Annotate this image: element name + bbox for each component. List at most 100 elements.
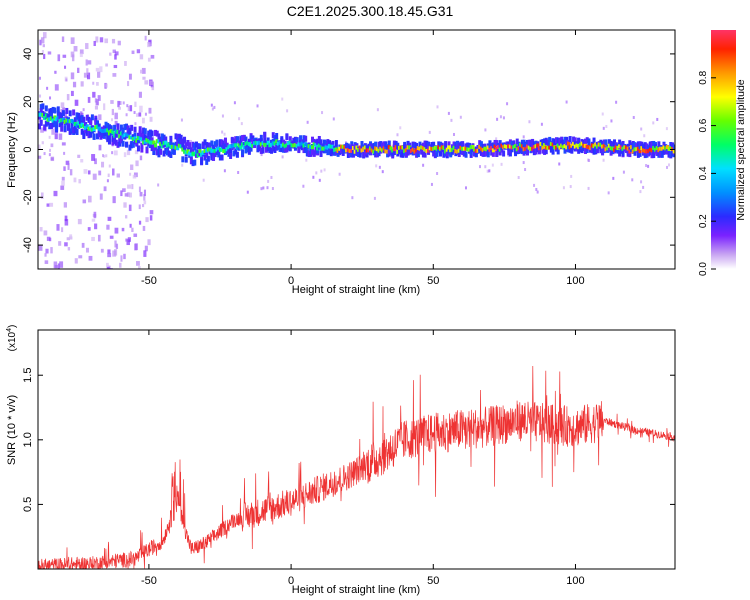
heatmap-core-cell	[259, 142, 263, 147]
heatmap-noise-cell	[96, 99, 99, 106]
heatmap-core-cell	[445, 147, 449, 152]
heatmap-noise-cell	[237, 170, 240, 174]
heatmap-cell	[198, 143, 202, 150]
heatmap-cell	[578, 146, 582, 153]
heatmap-noise-cell	[65, 160, 70, 165]
heatmap-cell	[125, 123, 129, 130]
heatmap-noise-cell	[522, 161, 525, 165]
heatmap-cell	[307, 150, 311, 157]
heatmap-noise-cell	[260, 153, 263, 157]
heatmap-cell	[234, 136, 238, 143]
heatmap-core-cell	[541, 145, 545, 150]
heatmap-cell	[645, 151, 649, 158]
heatmap-cell	[322, 139, 326, 146]
heatmap-cell	[353, 143, 357, 150]
colorbar-tick-label: 0.6	[698, 118, 709, 132]
heatmap-core-cell	[97, 126, 101, 131]
heatmap-core-cell	[162, 141, 166, 146]
heatmap-cell	[220, 139, 224, 146]
heatmap-noise-cell	[138, 91, 142, 98]
heatmap-noise-cell	[223, 132, 226, 136]
heatmap-cell	[223, 137, 227, 144]
heatmap-cell	[179, 139, 183, 146]
heatmap-core-cell	[587, 145, 591, 150]
heatmap-noise-cell	[50, 157, 54, 161]
heatmap-cell	[218, 154, 222, 161]
heatmap-cell	[599, 145, 603, 152]
heatmap-cell	[150, 130, 154, 137]
heatmap-cell	[421, 151, 425, 158]
heatmap-noise-cell	[233, 101, 236, 105]
heatmap-cell	[387, 148, 391, 155]
heatmap-cell	[613, 140, 617, 147]
heatmap-cell	[244, 147, 248, 154]
heatmap-noise-cell	[143, 250, 147, 257]
heatmap-core-cell	[297, 142, 301, 147]
heatmap-noise-cell	[39, 94, 42, 98]
heatmap-core-cell	[396, 149, 400, 154]
heatmap-cell	[111, 135, 115, 142]
heatmap-cell	[89, 119, 93, 126]
heatmap-noise-cell	[238, 117, 241, 121]
heatmap-core-cell	[642, 148, 646, 153]
heatmap-cell	[143, 134, 147, 141]
heatmap-cell	[77, 112, 81, 119]
heatmap-core-cell	[495, 147, 499, 152]
heatmap-cell	[179, 134, 183, 141]
heatmap-noise-cell	[127, 184, 131, 189]
snr-plot-area	[38, 330, 675, 569]
heatmap-noise-cell	[447, 111, 450, 115]
heatmap-noise-cell	[569, 185, 572, 189]
heatmap-cell	[437, 141, 441, 148]
heatmap-cell	[293, 136, 297, 143]
heatmap-core-cell	[176, 146, 180, 151]
heatmap-cell	[643, 142, 647, 149]
heatmap-noise-cell	[139, 155, 143, 161]
heatmap-cell	[109, 125, 113, 132]
heatmap-cell	[128, 128, 132, 135]
heatmap-core-cell	[46, 117, 50, 122]
heatmap-noise-cell	[450, 118, 453, 122]
heatmap-cell	[584, 138, 587, 145]
heatmap-core-cell	[300, 141, 304, 146]
heatmap-cell	[636, 141, 640, 148]
heatmap-noise-cell	[135, 160, 139, 167]
heatmap-noise-cell	[112, 250, 117, 257]
heatmap-noise-cell	[323, 168, 326, 172]
heatmap-noise-cell	[210, 103, 213, 107]
heatmap-cell	[84, 122, 88, 129]
heatmap-core-cell	[619, 145, 623, 150]
heatmap-core-cell	[290, 143, 294, 148]
heatmap-noise-cell	[80, 159, 84, 163]
heatmap-core-cell	[491, 148, 495, 153]
heatmap-cell	[544, 137, 548, 144]
heatmap-cell	[546, 141, 550, 148]
heatmap-cell	[328, 148, 332, 155]
heatmap-noise-cell	[262, 186, 265, 190]
heatmap-cell	[435, 150, 439, 157]
heatmap-cell	[433, 152, 437, 159]
heatmap-cell	[548, 140, 552, 147]
heatmap-core-cell	[109, 129, 113, 134]
heatmap-core-cell	[365, 148, 369, 153]
heatmap-core-cell	[630, 145, 634, 150]
heatmap-core-cell	[433, 145, 437, 150]
heatmap-cell	[148, 134, 152, 141]
heatmap-core-cell	[278, 140, 282, 145]
heatmap-noise-cell	[399, 126, 402, 130]
heatmap-cell	[643, 152, 647, 159]
heatmap-cell	[235, 136, 239, 143]
heatmap-cell	[107, 124, 111, 131]
heatmap-cell	[580, 143, 584, 150]
heatmap-cell	[287, 144, 291, 151]
heatmap-noise-cell	[138, 112, 142, 117]
heatmap-cell	[577, 137, 581, 144]
heatmap-cell	[118, 135, 122, 142]
heatmap-core-cell	[653, 147, 657, 152]
heatmap-cell	[386, 145, 390, 152]
heatmap-noise-cell	[607, 191, 610, 195]
heatmap-core-cell	[102, 128, 106, 133]
heatmap-cell	[96, 120, 100, 127]
heatmap-noise-cell	[74, 258, 78, 264]
heatmap-noise-cell	[64, 219, 69, 226]
